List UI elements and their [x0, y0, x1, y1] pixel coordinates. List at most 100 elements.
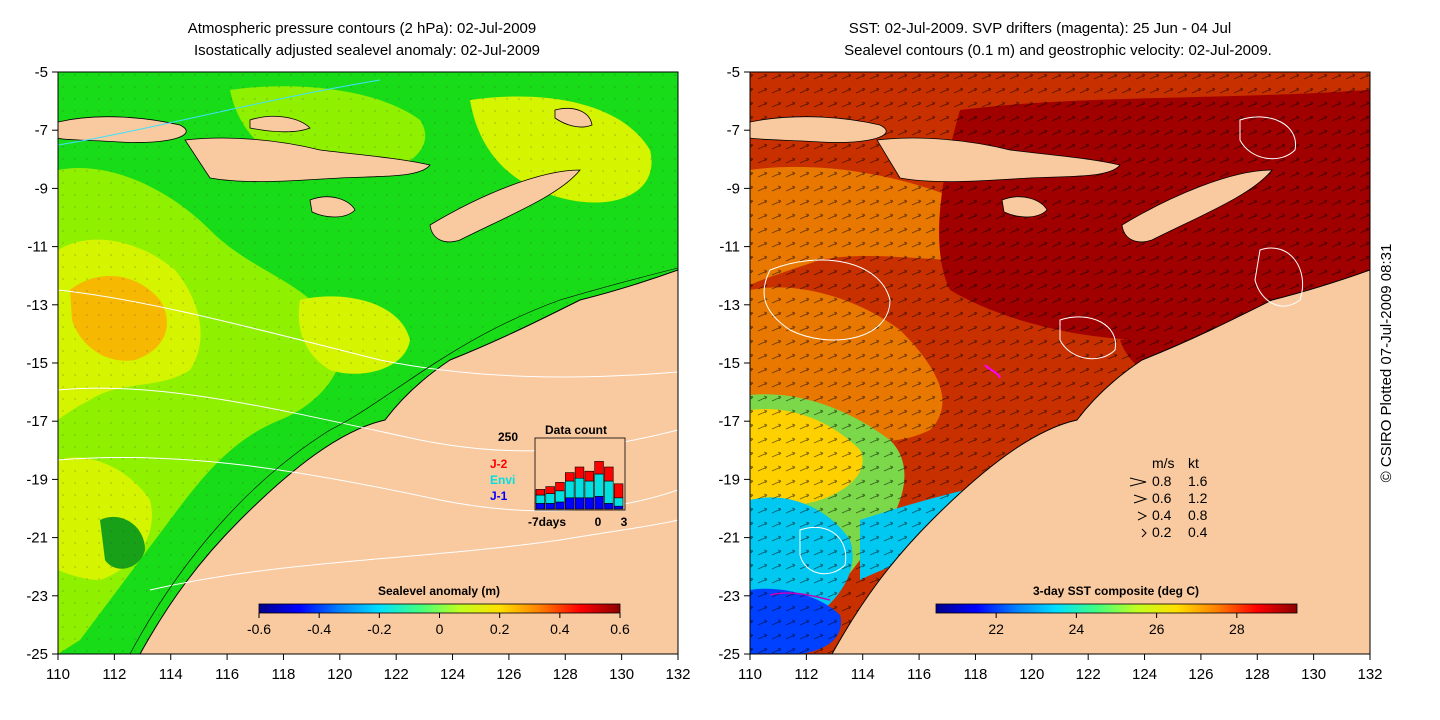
left-y-axis: -5 -7 -9 -11 -13 -15 -17 -19 -21 -23 -25 [26, 64, 58, 663]
sla-colorbar-label: Sealevel anomaly (m) [378, 584, 500, 598]
colorbar-tick-label: 28 [1229, 621, 1245, 637]
inset-bar-j2 [594, 461, 604, 475]
svp-drifter-track-2 [769, 592, 831, 601]
x-tick-label: 132 [1357, 666, 1382, 683]
sst-colorbar-label: 3-day SST composite (deg C) [1033, 584, 1199, 598]
x-tick-label: 116 [215, 666, 239, 683]
y-tick-label: -9 [35, 180, 48, 197]
x-tick-label: 116 [907, 666, 931, 683]
inset-xlabel-zero: 0 [595, 515, 602, 529]
sealevel-contour-3 [1254, 247, 1304, 307]
y-tick-label: -7 [727, 122, 740, 139]
colorbar-tick-label: -0.2 [367, 621, 391, 637]
velocity-legend-kt: 1.6 [1188, 473, 1208, 489]
inset-xlabel-start: -7days [528, 515, 566, 529]
velocity-legend-ms: 0.2 [1152, 524, 1172, 540]
inset-bar-j1 [545, 503, 555, 510]
right-title-line2: Sealevel contours (0.1 m) and geostrophi… [844, 42, 1272, 59]
x-tick-label: 112 [794, 666, 818, 683]
velocity-legend-ms: 0.4 [1152, 507, 1172, 523]
velocity-legend: m/s kt 0.8 1.60.6 1.20.4 0.80.2 0.4 [1129, 455, 1208, 540]
y-tick-label: -15 [718, 355, 740, 372]
right-y-axis: -5 -7 -9 -11 -13 -15 -17 -19 -21 -23 -25 [718, 64, 750, 663]
inset-bar-j1 [604, 503, 614, 510]
inset-legend-j1: J-1 [490, 489, 508, 503]
inset-bar-j2 [545, 486, 555, 494]
y-tick-label: -21 [718, 530, 740, 547]
y-tick-label: -15 [26, 355, 48, 372]
x-tick-label: 118 [963, 666, 987, 683]
inset-bar-j1 [594, 496, 604, 510]
inset-bar-envi [565, 480, 575, 499]
svp-drifter-track [984, 364, 1001, 379]
colorbar-tick-label: -0.4 [307, 621, 331, 637]
left-x-axis: 110 112 114 116 118 120 122 124 126 128 130 132 [46, 654, 691, 683]
pressure-contour-cyan [58, 79, 381, 146]
y-tick-label: -13 [26, 297, 48, 314]
sealevel-contour-2 [1059, 316, 1116, 360]
inset-bar-j2 [555, 482, 565, 492]
island-timor [429, 169, 581, 243]
shelf-isobath [129, 267, 678, 654]
left-title-line2: Isostatically adjusted sealevel anomaly:… [194, 42, 540, 59]
inset-bar-j1 [565, 497, 575, 510]
y-tick-label: -23 [26, 588, 48, 605]
x-tick-label: 124 [440, 666, 465, 683]
y-tick-label: -21 [26, 530, 48, 547]
y-tick-label: -25 [718, 646, 740, 663]
velocity-legend-ms: 0.8 [1152, 473, 1172, 489]
sst-colorbar-bar [935, 603, 1298, 614]
x-tick-label: 126 [496, 666, 521, 683]
inset-bar-j2 [584, 470, 594, 482]
colorbar-tick-label: -0.6 [247, 621, 271, 637]
x-tick-label: 128 [553, 666, 578, 683]
inset-bar-envi [555, 490, 565, 503]
velocity-legend-arrow [1137, 511, 1148, 521]
sealevel-contour-1 [763, 259, 891, 341]
inset-bars [535, 461, 624, 510]
inset-bar-j1 [555, 501, 565, 510]
inset-bar-envi [535, 494, 546, 504]
y-tick-label: -17 [718, 413, 740, 430]
x-tick-label: 130 [1301, 666, 1326, 683]
x-tick-label: 120 [327, 666, 352, 683]
x-tick-label: 126 [1188, 666, 1213, 683]
pressure-contour-1 [58, 289, 678, 378]
left-panel: Atmospheric pressure contours (2 hPa): 0… [26, 20, 690, 683]
velocity-legend-header-ms: m/s [1152, 455, 1175, 471]
inset-bar-envi [594, 473, 604, 497]
sla-map [58, 72, 678, 654]
island-ne [554, 108, 593, 128]
inset-title: Data count [545, 423, 607, 437]
x-tick-label: 132 [665, 666, 690, 683]
sealevel-contour-4 [799, 526, 847, 575]
inset-bar-envi [584, 480, 594, 499]
velocity-legend-ms: 0.6 [1152, 490, 1172, 506]
inset-bar-j2 [604, 466, 614, 482]
right-panel: SST: 02-Jul-2009. SVP drifters (magenta)… [718, 20, 1382, 683]
left-title-line1: Atmospheric pressure contours (2 hPa): 0… [188, 20, 537, 37]
inset-bar-j2 [565, 472, 575, 482]
y-tick-label: -17 [26, 413, 48, 430]
velocity-legend-rows: 0.8 1.60.6 1.20.4 0.80.2 0.4 [1129, 473, 1208, 540]
velocity-legend-arrow [1141, 528, 1147, 538]
sealevel-contour-5 [1239, 116, 1296, 160]
x-tick-label: 110 [46, 666, 70, 683]
island-sumba-r [1001, 196, 1048, 218]
x-tick-label: 130 [609, 666, 634, 683]
credit-text: © CSIRO Plotted 07-Jul-2009 08:31 [1378, 244, 1395, 483]
velocity-legend-kt: 0.8 [1188, 507, 1208, 523]
y-tick-label: -19 [26, 471, 48, 488]
sst-colorbar: 3-day SST composite (deg C) 22 24 26 28 [935, 584, 1298, 637]
x-tick-label: 128 [1245, 666, 1270, 683]
inset-bar-envi [604, 480, 614, 504]
inset-bar-j2 [535, 489, 546, 496]
inset-bar-envi [574, 477, 585, 499]
sst-map [750, 72, 1370, 654]
velocity-legend-kt: 0.4 [1188, 524, 1208, 540]
right-x-axis: 110 112 114 116 118 120 122 124 126 128 130 132 [738, 654, 1383, 683]
sla-colorbar-ticks: -0.6 -0.4 -0.2 0 0.2 0.4 0.6 [247, 613, 630, 637]
x-tick-label: 118 [271, 666, 295, 683]
inset-bar-j2 [613, 483, 624, 499]
y-tick-label: -25 [26, 646, 48, 663]
